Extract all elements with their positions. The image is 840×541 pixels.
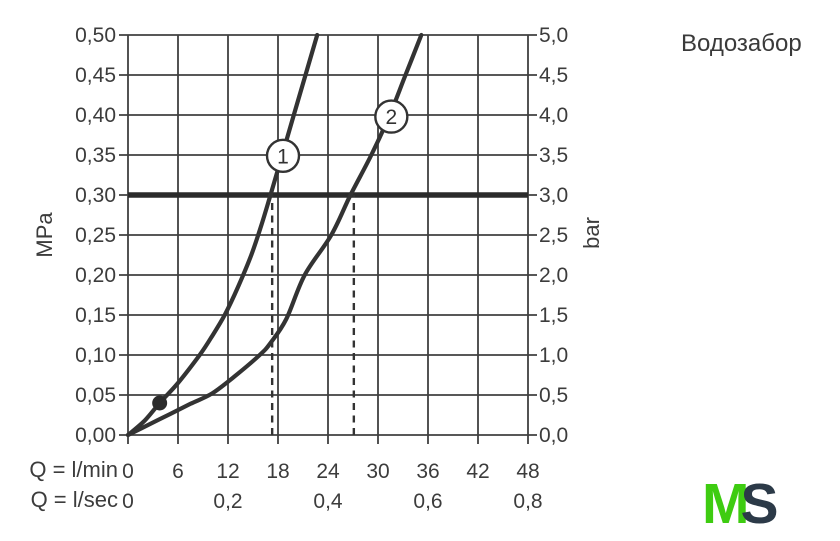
ms-logo: MS bbox=[702, 476, 779, 533]
axis-tick-marks bbox=[119, 34, 537, 444]
x-axis-lsec-label: Q = l/sec bbox=[30, 487, 118, 512]
y-right-tick-label: 4,5 bbox=[539, 64, 568, 87]
y-right-tick-label: 5,0 bbox=[539, 24, 568, 47]
y-left-tick-label: 0,45 bbox=[75, 64, 116, 87]
logo-letter-s: S bbox=[740, 472, 778, 536]
grid-lines bbox=[127, 34, 529, 436]
y-left-tick-labels: 0,00 0,05 0,10 0,15 0,20 0,25 0,30 0,35 0,40 0,45… bbox=[75, 24, 116, 447]
curve-1-badge: 1 bbox=[265, 138, 301, 174]
curve-badge-number: 2 bbox=[385, 106, 397, 129]
y-axis-right-unit-label: bar bbox=[579, 217, 604, 249]
x-lmin-tick-label: 0 bbox=[122, 460, 134, 483]
x-lmin-tick-label: 6 bbox=[172, 460, 184, 483]
curve-badge-circle bbox=[374, 99, 409, 134]
x-lmin-tick-label: 36 bbox=[416, 460, 439, 483]
y-right-tick-label: 1,0 bbox=[539, 344, 568, 367]
operating-point-dot bbox=[152, 395, 168, 411]
y-left-tick-label: 0,15 bbox=[75, 304, 116, 327]
curve-2-badge: 2 bbox=[374, 99, 409, 134]
x-lsec-tick-label: 0,4 bbox=[313, 490, 343, 513]
curve-2 bbox=[125, 32, 424, 438]
y-axis-left-unit-label: MPa bbox=[32, 212, 57, 258]
y-left-tick-label: 0,10 bbox=[75, 344, 116, 367]
y-left-tick-label: 0,05 bbox=[75, 384, 116, 407]
y-right-tick-labels: 0,0 0,5 1,0 1,5 2,0 2,5 3,0 3,5 4,0 4,5 5,0 bbox=[539, 24, 568, 447]
y-left-tick-label: 0,00 bbox=[75, 424, 116, 447]
x-lsec-tick-label: 0,2 bbox=[213, 490, 242, 513]
page-title: Водозабор bbox=[681, 30, 802, 57]
y-right-tick-label: 0,5 bbox=[539, 384, 568, 407]
logo-letter-m: M bbox=[702, 472, 750, 536]
y-right-tick-label: 3,5 bbox=[539, 144, 568, 167]
y-right-tick-label: 1,5 bbox=[539, 304, 568, 327]
y-right-tick-label: 2,5 bbox=[539, 224, 568, 247]
x-lmin-tick-label: 48 bbox=[516, 460, 539, 483]
x-lmin-tick-label: 24 bbox=[316, 460, 340, 483]
y-left-tick-label: 0,50 bbox=[75, 24, 116, 47]
y-left-tick-label: 0,20 bbox=[75, 264, 116, 287]
y-left-tick-label: 0,40 bbox=[75, 104, 116, 127]
y-right-tick-label: 4,0 bbox=[539, 104, 568, 127]
y-left-tick-label: 0,25 bbox=[75, 224, 116, 247]
y-left-tick-label: 0,35 bbox=[75, 144, 116, 167]
curve-badge-number: 1 bbox=[277, 145, 289, 168]
x-lsec-tick-label: 0 bbox=[122, 490, 134, 513]
x-lmin-tick-labels: 0 6 12 18 24 30 36 42 48 bbox=[122, 460, 540, 483]
y-left-tick-label: 0,30 bbox=[75, 184, 116, 207]
x-axis-lmin-label: Q = l/min bbox=[29, 457, 118, 482]
y-right-tick-label: 2,0 bbox=[539, 264, 568, 287]
y-right-tick-label: 3,0 bbox=[539, 184, 568, 207]
curve-badge-circle bbox=[265, 138, 301, 174]
x-lsec-tick-label: 0,8 bbox=[513, 490, 542, 513]
x-lmin-tick-label: 42 bbox=[466, 460, 489, 483]
x-lsec-tick-labels: 0 0,2 0,4 0,6 0,8 bbox=[122, 490, 542, 513]
x-lmin-tick-label: 12 bbox=[216, 460, 239, 483]
x-lsec-tick-label: 0,6 bbox=[413, 490, 442, 513]
x-lmin-tick-label: 18 bbox=[266, 460, 289, 483]
y-right-tick-label: 0,0 bbox=[539, 424, 568, 447]
x-lmin-tick-label: 30 bbox=[366, 460, 389, 483]
